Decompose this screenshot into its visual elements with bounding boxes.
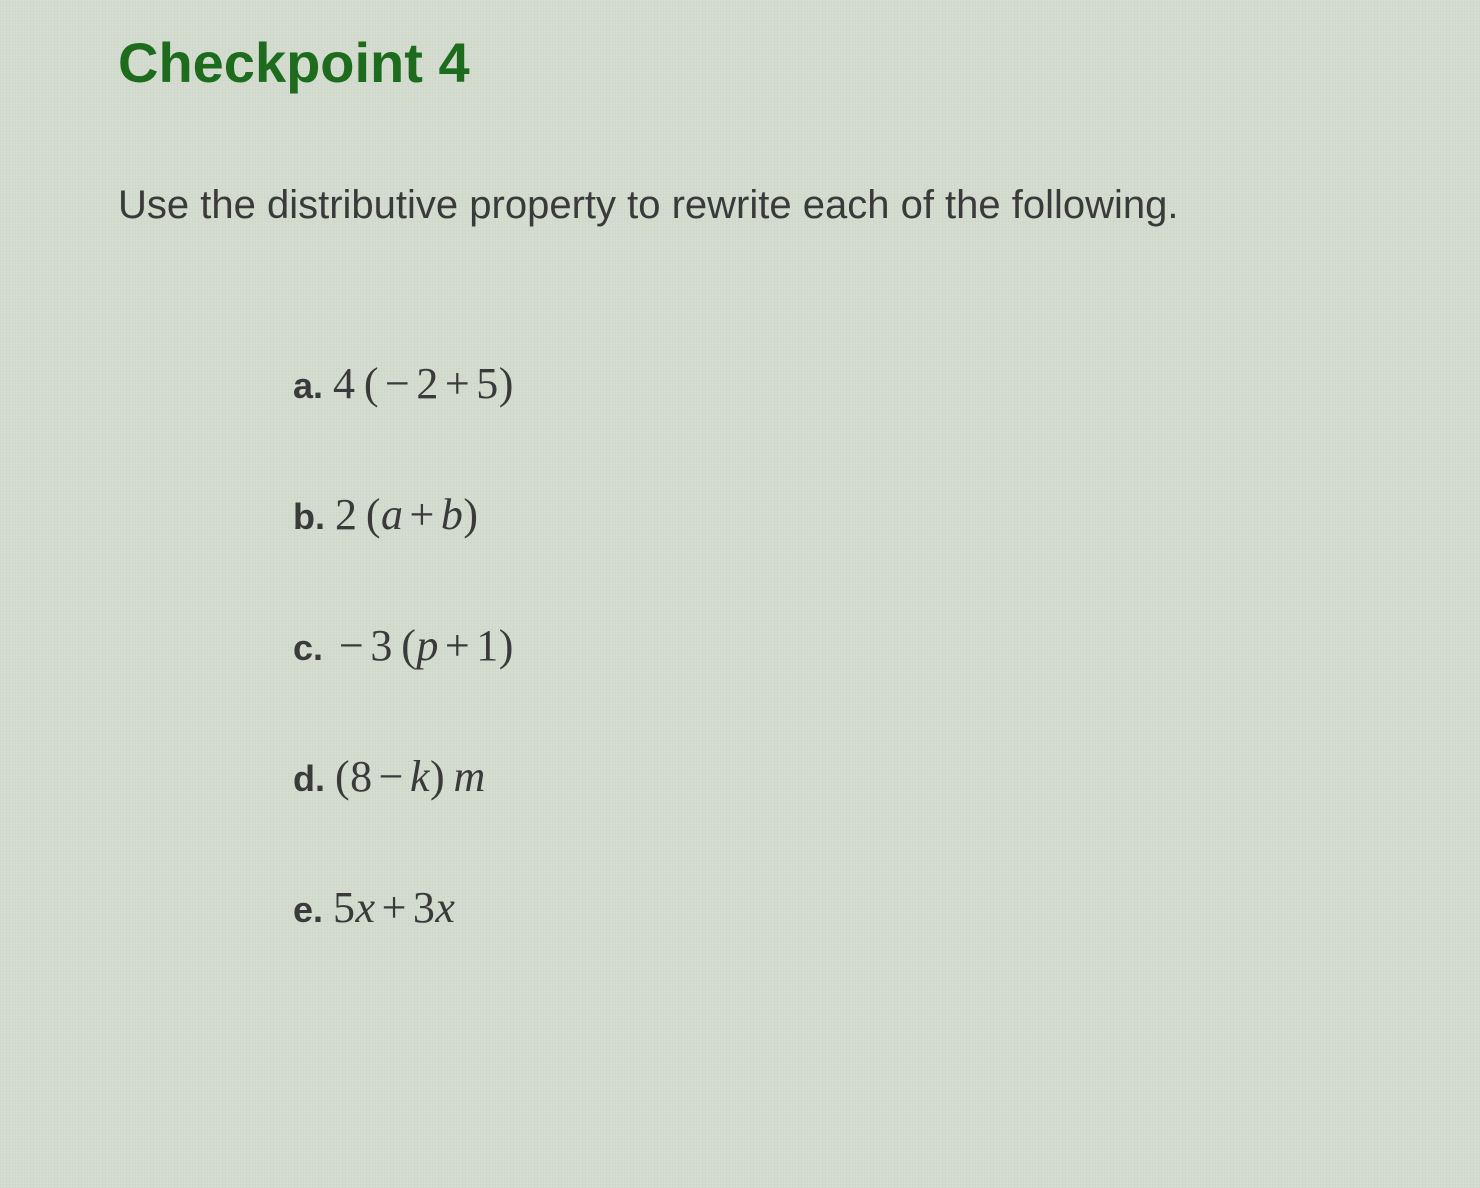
expr-token: 5 [333, 883, 356, 932]
problem-list: a.4 (−2+5)b.2 (a+b)c.−3 (p+1)d.(8−k) me.… [118, 358, 1480, 933]
expr-token [356, 359, 364, 408]
expr-token: k [410, 752, 430, 801]
expr-token: m [454, 752, 486, 801]
problem-row: c.−3 (p+1) [293, 620, 1480, 671]
expr-token: p [416, 621, 439, 670]
expr-token: + [445, 359, 470, 408]
expr-token: 4 [333, 359, 356, 408]
expr-token: 5 [476, 359, 499, 408]
expr-token: 2 [335, 490, 358, 539]
expr-token: ( [364, 359, 379, 408]
expr-token [393, 621, 401, 670]
expr-token: − [379, 752, 404, 801]
expr-token: ) [463, 490, 478, 539]
expr-token [358, 490, 366, 539]
instruction-text: Use the distributive property to rewrite… [118, 183, 1480, 228]
problem-label: a. [293, 365, 323, 407]
expr-token: a [381, 490, 404, 539]
problem-expression: 2 (a+b) [335, 489, 479, 540]
expr-token: ( [366, 490, 381, 539]
expr-token: 1 [476, 621, 499, 670]
problem-label: c. [293, 627, 323, 669]
expr-token: + [410, 490, 435, 539]
expr-token [445, 752, 453, 801]
expr-token: ( [335, 752, 350, 801]
problem-label: b. [293, 496, 325, 538]
expr-token: 8 [350, 752, 373, 801]
problem-expression: 5x+3x [333, 882, 455, 933]
checkpoint-title: Checkpoint 4 [118, 30, 1480, 95]
expr-token: ) [499, 359, 514, 408]
expr-token: x [435, 883, 455, 932]
problem-label: d. [293, 758, 325, 800]
expr-token: + [382, 883, 407, 932]
expr-token: 2 [416, 359, 439, 408]
problem-row: b.2 (a+b) [293, 489, 1480, 540]
problem-expression: 4 (−2+5) [333, 358, 514, 409]
expr-token: 3 [370, 621, 393, 670]
expr-token: b [441, 490, 464, 539]
problem-expression: −3 (p+1) [333, 620, 514, 671]
expr-token: x [356, 883, 376, 932]
expr-token: ) [499, 621, 514, 670]
problem-row: e.5x+3x [293, 882, 1480, 933]
expr-token: ) [430, 752, 445, 801]
expr-token: + [445, 621, 470, 670]
expr-token: − [385, 359, 410, 408]
problem-label: e. [293, 889, 323, 931]
expr-token: ( [401, 621, 416, 670]
problem-row: a.4 (−2+5) [293, 358, 1480, 409]
expr-token: 3 [413, 883, 436, 932]
problem-expression: (8−k) m [335, 751, 486, 802]
problem-row: d.(8−k) m [293, 751, 1480, 802]
expr-token: − [339, 621, 364, 670]
